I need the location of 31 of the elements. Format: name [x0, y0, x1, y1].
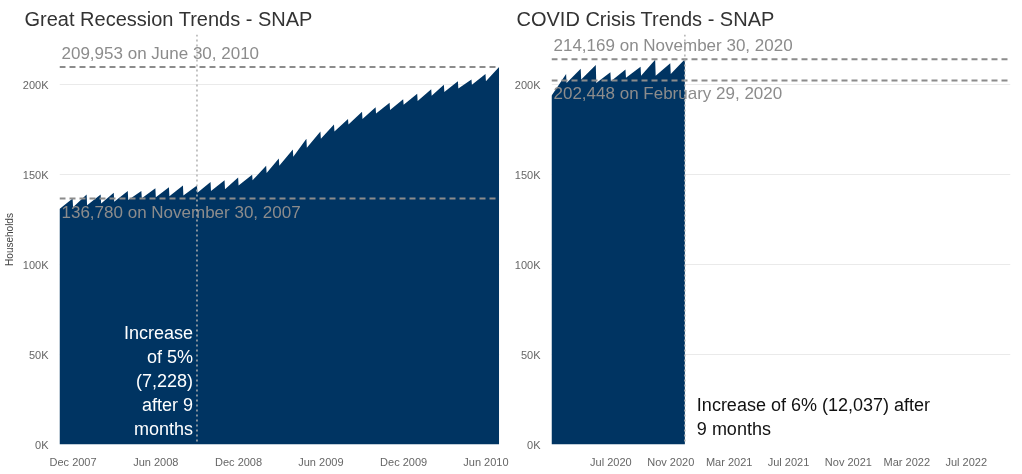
y-tick-label: 50K: [28, 348, 50, 361]
x-tick-label: Jul 2021: [767, 455, 810, 468]
y-tick-label: 200K: [514, 78, 542, 91]
y-tick-label: 200K: [22, 78, 50, 91]
annotation: Increase of 6% (12,037) after 9 months: [696, 394, 931, 439]
y-tick-label: 50K: [520, 348, 542, 361]
x-tick-label: Jul 2020: [590, 455, 632, 468]
x-tick-label: Jul 2022: [945, 455, 988, 468]
x-tick-label: Dec 2009: [380, 455, 428, 468]
x-tick-label: Mar 2022: [883, 455, 931, 468]
y-tick-label: 100K: [22, 258, 50, 271]
annotation: Increase of 5% (7,228) after 9 months: [123, 322, 193, 439]
x-tick-label: Nov 2020: [647, 455, 695, 468]
x-tick-label: Jun 2009: [298, 455, 344, 468]
chart-title: Great Recession Trends - SNAP: [24, 7, 313, 30]
x-tick-label: Mar 2021: [705, 455, 753, 468]
ref-line-label: 136,780 on November 30, 2007: [61, 202, 301, 222]
ref-line-label: 214,169 on November 30, 2020: [553, 36, 793, 56]
y-axis-title: Households: [3, 213, 15, 266]
y-tick-label: 150K: [22, 168, 50, 181]
x-tick-label: Jun 2010: [463, 455, 509, 468]
y-tick-label: 0K: [35, 438, 50, 451]
chart-title: COVID Crisis Trends - SNAP: [516, 7, 775, 30]
x-tick-label: Nov 2021: [824, 455, 872, 468]
x-tick-label: Dec 2007: [49, 455, 97, 468]
y-tick-label: 0K: [527, 438, 542, 451]
y-tick-label: 150K: [514, 168, 542, 181]
x-tick-label: Dec 2008: [215, 455, 263, 468]
y-tick-label: 100K: [514, 258, 542, 271]
x-tick-label: Jun 2008: [133, 455, 179, 468]
ref-line-label: 209,953 on June 30, 2010: [61, 43, 260, 63]
